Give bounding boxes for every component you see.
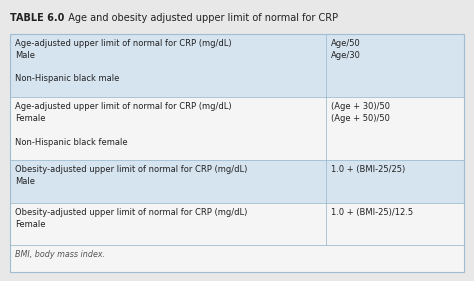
Text: Age and obesity adjusted upper limit of normal for CRP: Age and obesity adjusted upper limit of …: [62, 13, 338, 23]
Text: 1.0 + (BMI-25/25): 1.0 + (BMI-25/25): [330, 165, 405, 174]
Text: BMI, body mass index.: BMI, body mass index.: [15, 250, 105, 259]
Text: TABLE 6.0: TABLE 6.0: [10, 13, 64, 23]
Bar: [10, 203, 464, 245]
Bar: [10, 97, 464, 160]
Text: Age-adjusted upper limit of normal for CRP (mg/dL)
Male

Non-Hispanic black male: Age-adjusted upper limit of normal for C…: [15, 39, 232, 83]
Text: (Age + 30)/50
(Age + 50)/50: (Age + 30)/50 (Age + 50)/50: [330, 102, 390, 123]
Bar: [10, 34, 464, 97]
Bar: [10, 34, 464, 272]
Text: Obesity-adjusted upper limit of normal for CRP (mg/dL)
Female: Obesity-adjusted upper limit of normal f…: [15, 208, 247, 228]
Text: Age/50
Age/30: Age/50 Age/30: [330, 39, 360, 60]
Bar: [10, 160, 464, 203]
Text: Age-adjusted upper limit of normal for CRP (mg/dL)
Female

Non-Hispanic black fe: Age-adjusted upper limit of normal for C…: [15, 102, 232, 147]
Text: Obesity-adjusted upper limit of normal for CRP (mg/dL)
Male: Obesity-adjusted upper limit of normal f…: [15, 165, 247, 186]
Bar: [10, 245, 464, 272]
Text: 1.0 + (BMI-25)/12.5: 1.0 + (BMI-25)/12.5: [330, 208, 413, 217]
